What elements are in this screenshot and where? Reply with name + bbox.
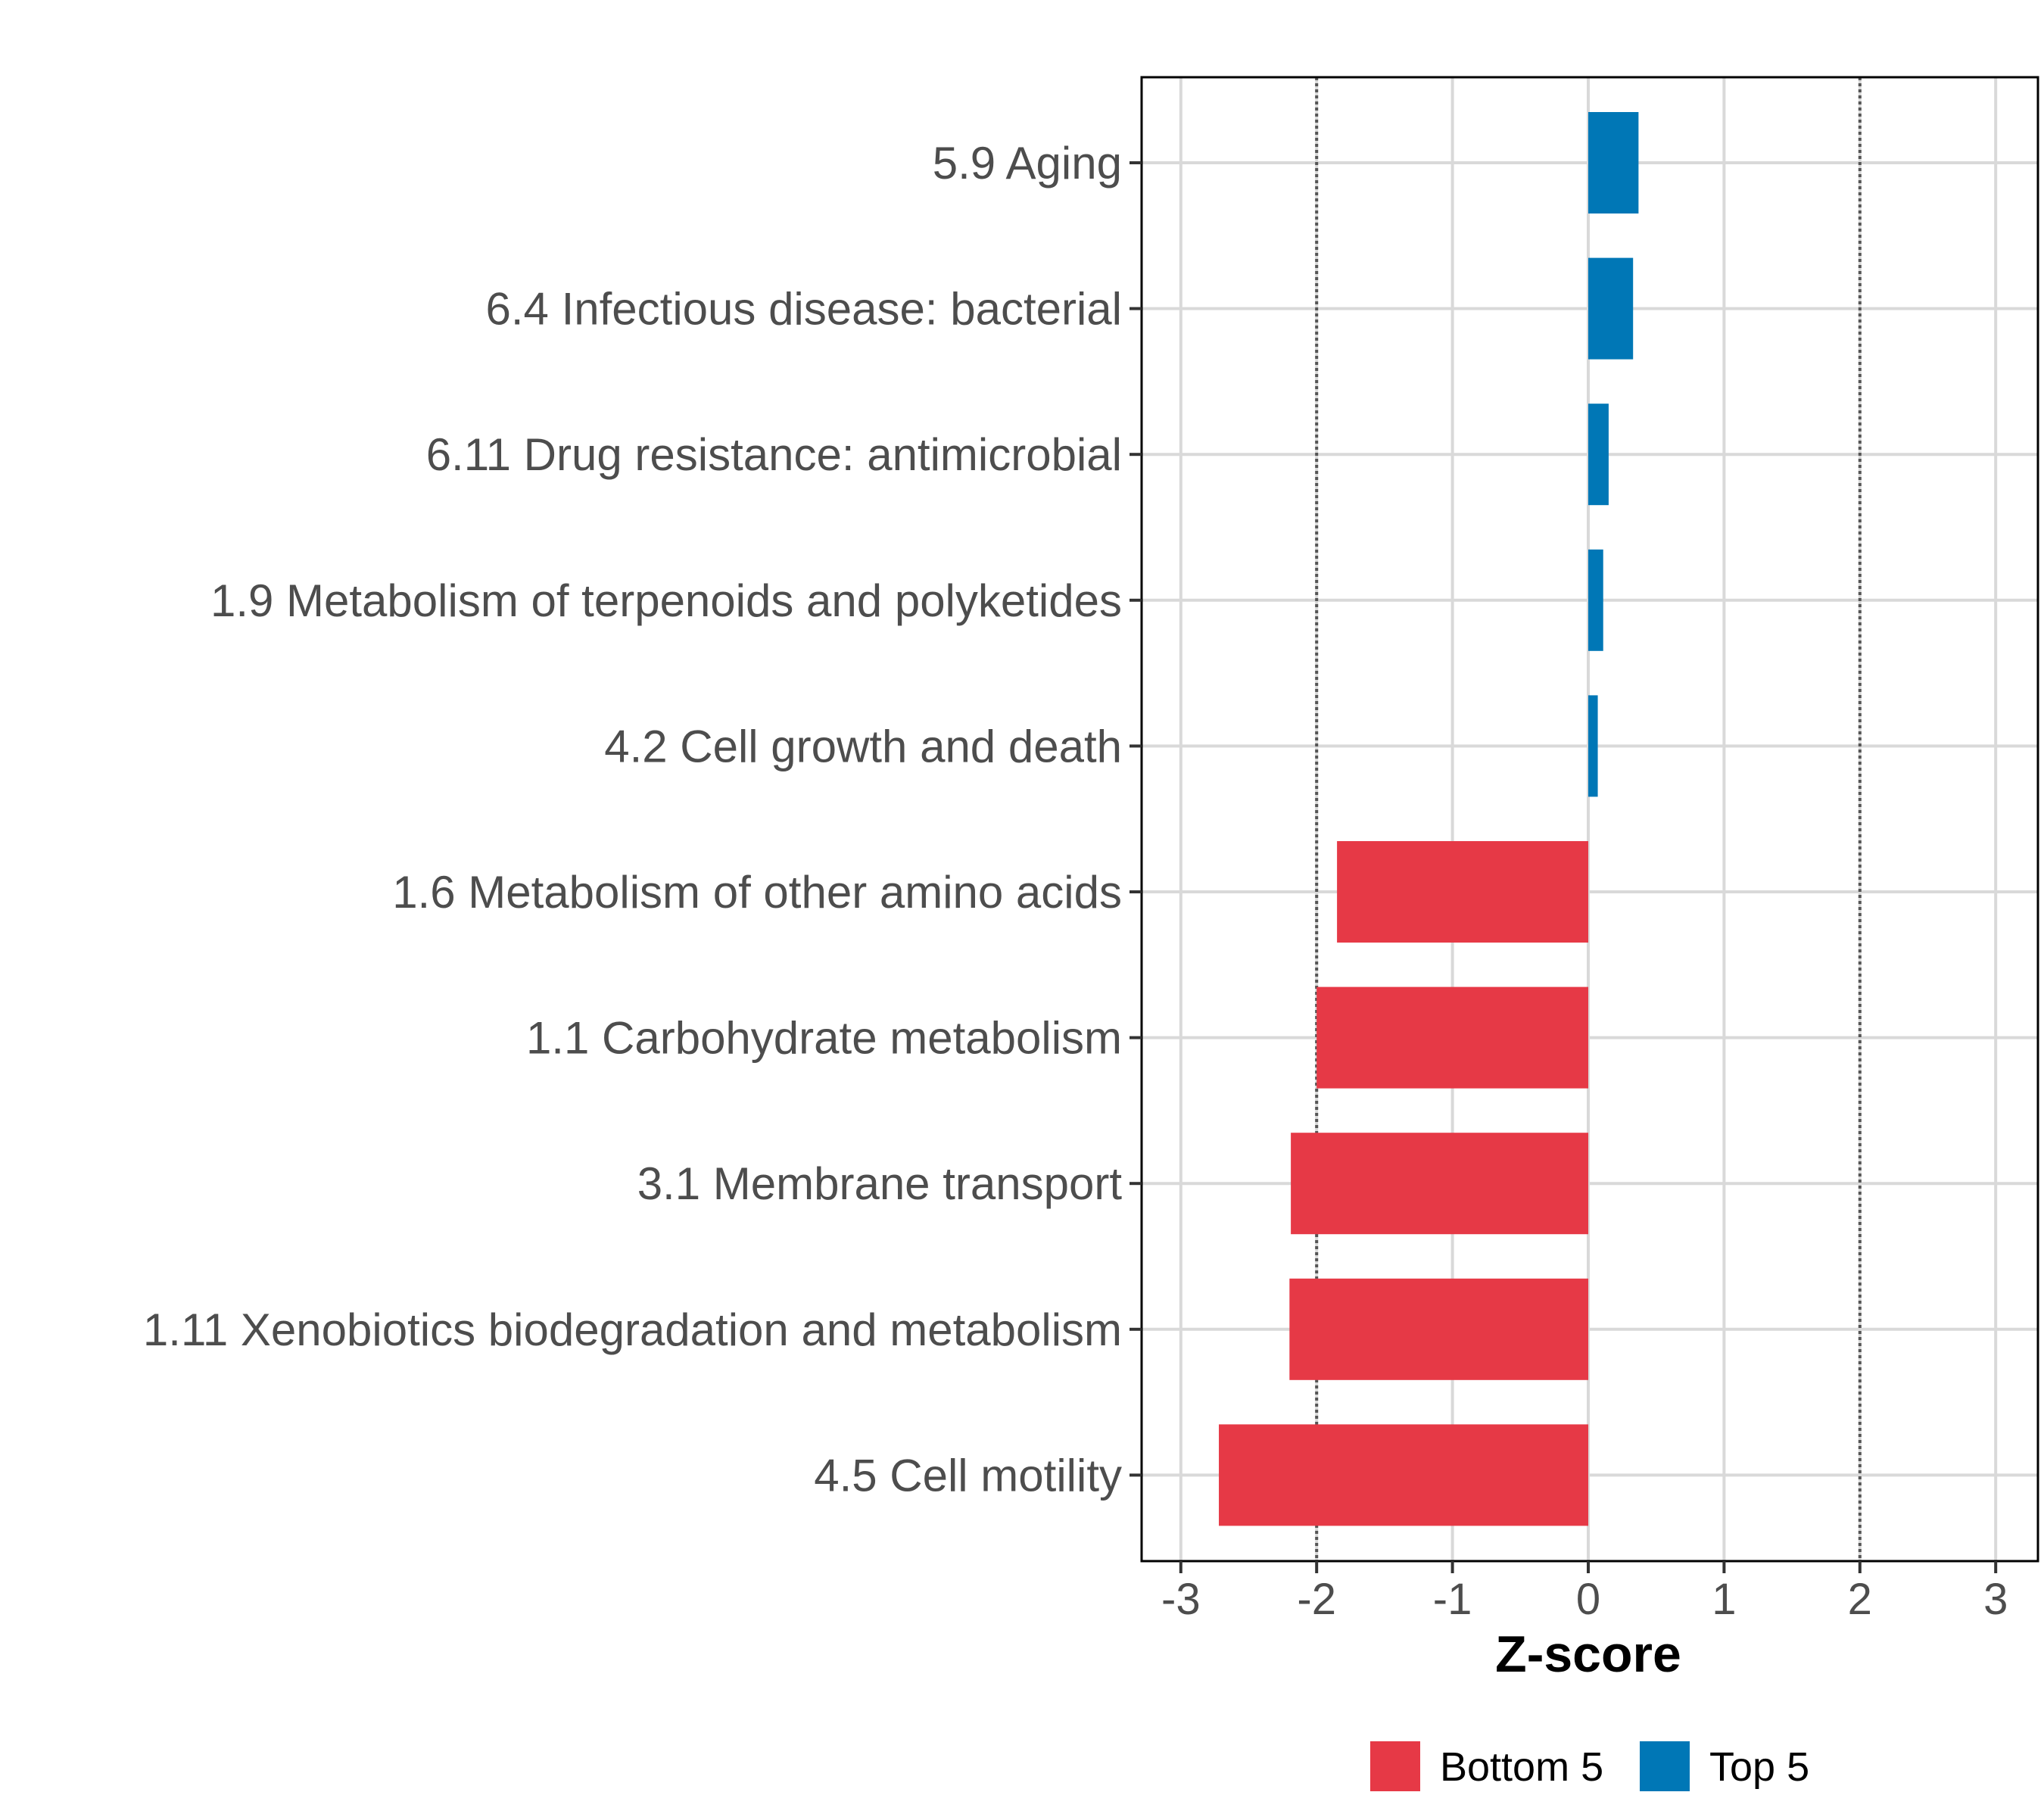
category-label-10: 4.5 Cell motility xyxy=(814,1450,1122,1501)
category-label-2: 6.4 Infectious disease: bacterial xyxy=(486,284,1123,335)
x-tick-label-0: -3 xyxy=(1161,1575,1201,1624)
bar-3 xyxy=(1588,404,1609,506)
x-tick-label-2: -1 xyxy=(1433,1575,1472,1624)
category-label-8: 3.1 Membrane transport xyxy=(637,1158,1123,1209)
x-tick-label-3: 0 xyxy=(1576,1575,1600,1624)
category-label-9: 1.11 Xenobiotics biodegradation and meta… xyxy=(143,1304,1122,1355)
x-tick-label-6: 3 xyxy=(1983,1575,2008,1624)
bar-6 xyxy=(1337,841,1588,943)
category-label-5: 4.2 Cell growth and death xyxy=(604,721,1122,771)
category-label-6: 1.6 Metabolism of other amino acids xyxy=(392,867,1122,918)
bar-8 xyxy=(1291,1133,1588,1235)
bar-7 xyxy=(1316,986,1588,1089)
legend: Bottom 5 Top 5 xyxy=(1370,1741,1809,1791)
bar-4 xyxy=(1588,549,1603,651)
legend-label-2: Top 5 xyxy=(1709,1744,1809,1790)
bar-1 xyxy=(1588,112,1639,213)
x-axis-title: Z-score xyxy=(1495,1625,1681,1683)
x-axis-ticks: -3 -2 -1 0 1 2 3 xyxy=(1161,1561,2008,1624)
x-tick-label-5: 2 xyxy=(1848,1575,1872,1624)
bars xyxy=(1219,112,1639,1526)
bar-5 xyxy=(1588,695,1598,797)
x-tick-label-4: 1 xyxy=(1712,1575,1736,1624)
legend-swatch-2 xyxy=(1640,1741,1690,1791)
category-label-4: 1.9 Metabolism of terpenoids and polyket… xyxy=(210,575,1122,626)
bar-2 xyxy=(1588,257,1634,360)
legend-label-1: Bottom 5 xyxy=(1440,1744,1603,1790)
category-label-3: 6.11 Drug resistance: antimicrobial xyxy=(426,429,1122,480)
x-tick-label-1: -2 xyxy=(1297,1575,1336,1624)
category-label-1: 5.9 Aging xyxy=(933,138,1122,189)
legend-swatch-1 xyxy=(1370,1741,1420,1791)
category-label-7: 1.1 Carbohydrate metabolism xyxy=(526,1013,1122,1064)
bar-10 xyxy=(1219,1424,1588,1526)
y-axis-ticks: 5.9 Aging 6.4 Infectious disease: bacteri… xyxy=(143,138,1142,1501)
bar-9 xyxy=(1289,1278,1588,1380)
